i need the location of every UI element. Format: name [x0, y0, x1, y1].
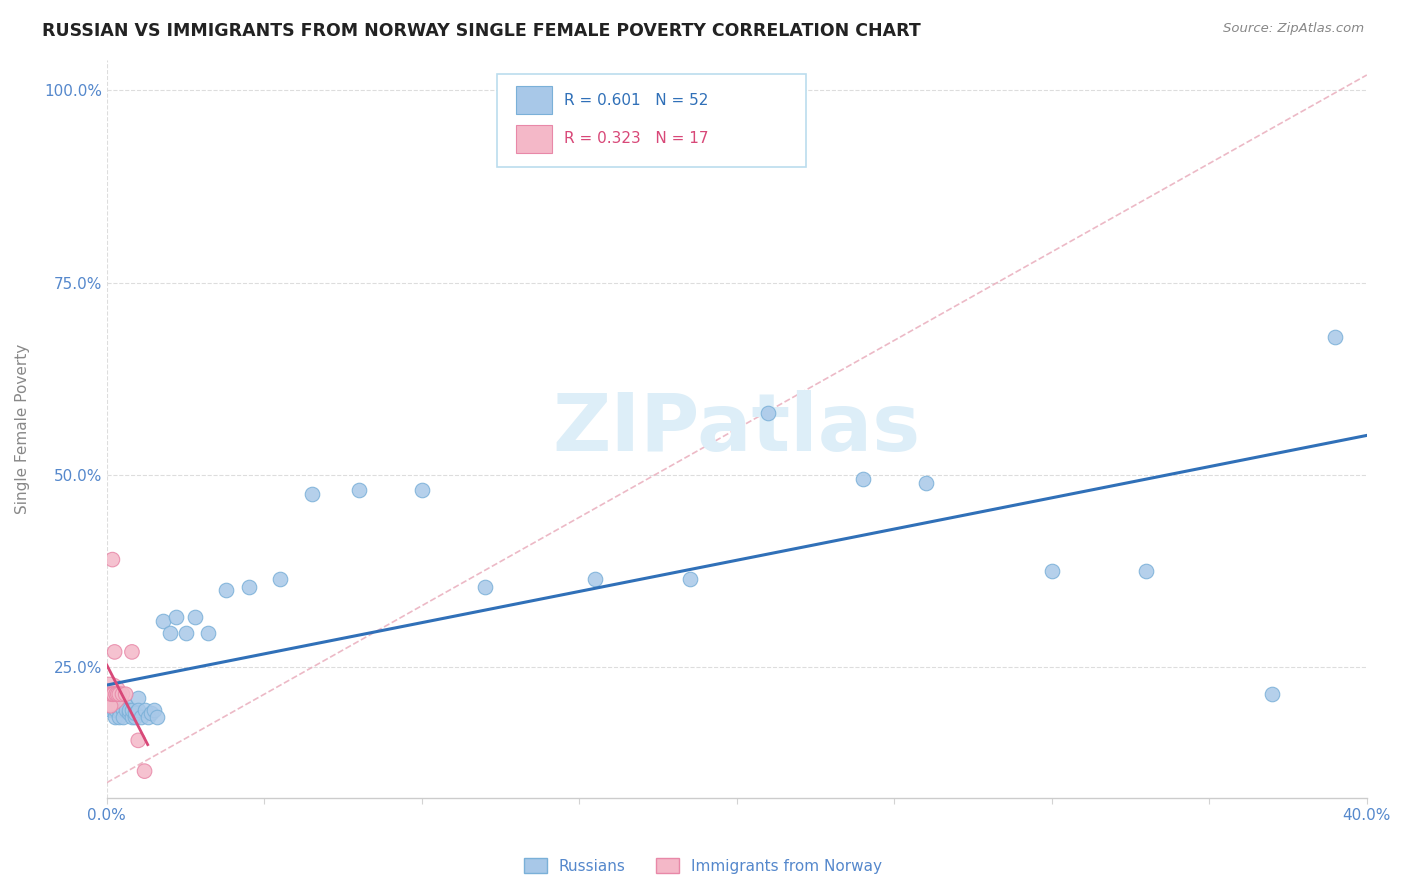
Point — [100, 687, 122, 701]
Point — [1040, 564, 1063, 578]
Point — [111, 687, 134, 701]
Point — [104, 710, 127, 724]
Point — [1324, 329, 1347, 343]
Text: RUSSIAN VS IMMIGRANTS FROM NORWAY SINGLE FEMALE POVERTY CORRELATION CHART: RUSSIAN VS IMMIGRANTS FROM NORWAY SINGLE… — [42, 22, 921, 40]
Point — [474, 580, 496, 594]
Point — [152, 614, 174, 628]
Point — [756, 407, 779, 421]
Point — [124, 710, 146, 724]
FancyBboxPatch shape — [498, 74, 806, 167]
Point — [114, 687, 136, 701]
Point — [121, 703, 143, 717]
Point — [159, 625, 181, 640]
Point — [215, 583, 238, 598]
Point — [121, 645, 143, 659]
Point — [101, 687, 124, 701]
Point — [678, 572, 700, 586]
Y-axis label: Single Female Poverty: Single Female Poverty — [15, 343, 30, 514]
Point — [139, 706, 162, 721]
Point — [111, 703, 134, 717]
Point — [101, 687, 124, 701]
Point — [105, 687, 128, 701]
Point — [131, 710, 153, 724]
Point — [100, 698, 122, 713]
Point — [127, 703, 149, 717]
Point — [143, 703, 166, 717]
Point — [98, 687, 121, 701]
Point — [108, 710, 131, 724]
Point — [108, 703, 131, 717]
Point — [110, 698, 132, 713]
Bar — [516, 125, 551, 153]
Point — [852, 472, 875, 486]
Point — [114, 703, 136, 717]
Text: ZIPatlas: ZIPatlas — [553, 390, 921, 467]
Point — [1261, 687, 1284, 701]
Text: R = 0.323   N = 17: R = 0.323 N = 17 — [564, 131, 709, 146]
Point — [107, 687, 129, 701]
Point — [100, 691, 122, 706]
Point — [411, 483, 433, 498]
Point — [105, 687, 128, 701]
Point — [101, 552, 124, 566]
Point — [108, 687, 131, 701]
Legend: Russians, Immigrants from Norway: Russians, Immigrants from Norway — [517, 852, 889, 880]
Point — [103, 687, 125, 701]
Point — [127, 691, 149, 706]
Point — [107, 698, 129, 713]
Point — [165, 610, 187, 624]
Point — [238, 580, 260, 594]
Point — [118, 706, 141, 721]
Point — [105, 703, 128, 717]
Point — [105, 687, 128, 701]
Text: R = 0.601   N = 52: R = 0.601 N = 52 — [564, 93, 709, 108]
Point — [121, 710, 143, 724]
Point — [111, 710, 134, 724]
Point — [583, 572, 606, 586]
Point — [127, 733, 149, 747]
Point — [104, 645, 127, 659]
Point — [914, 475, 936, 490]
Point — [146, 710, 169, 724]
Point — [98, 687, 121, 701]
Point — [301, 487, 323, 501]
Bar — [516, 87, 551, 114]
Point — [269, 572, 291, 586]
Point — [100, 703, 122, 717]
Point — [103, 703, 125, 717]
Point — [134, 703, 156, 717]
Text: Source: ZipAtlas.com: Source: ZipAtlas.com — [1223, 22, 1364, 36]
Point — [347, 483, 370, 498]
Point — [136, 710, 159, 724]
Point — [184, 610, 207, 624]
Point — [118, 703, 141, 717]
Point — [114, 698, 136, 713]
Point — [197, 625, 219, 640]
Point — [1135, 564, 1157, 578]
Point — [174, 625, 197, 640]
Point — [124, 706, 146, 721]
Point — [134, 764, 156, 779]
Point — [101, 698, 124, 713]
